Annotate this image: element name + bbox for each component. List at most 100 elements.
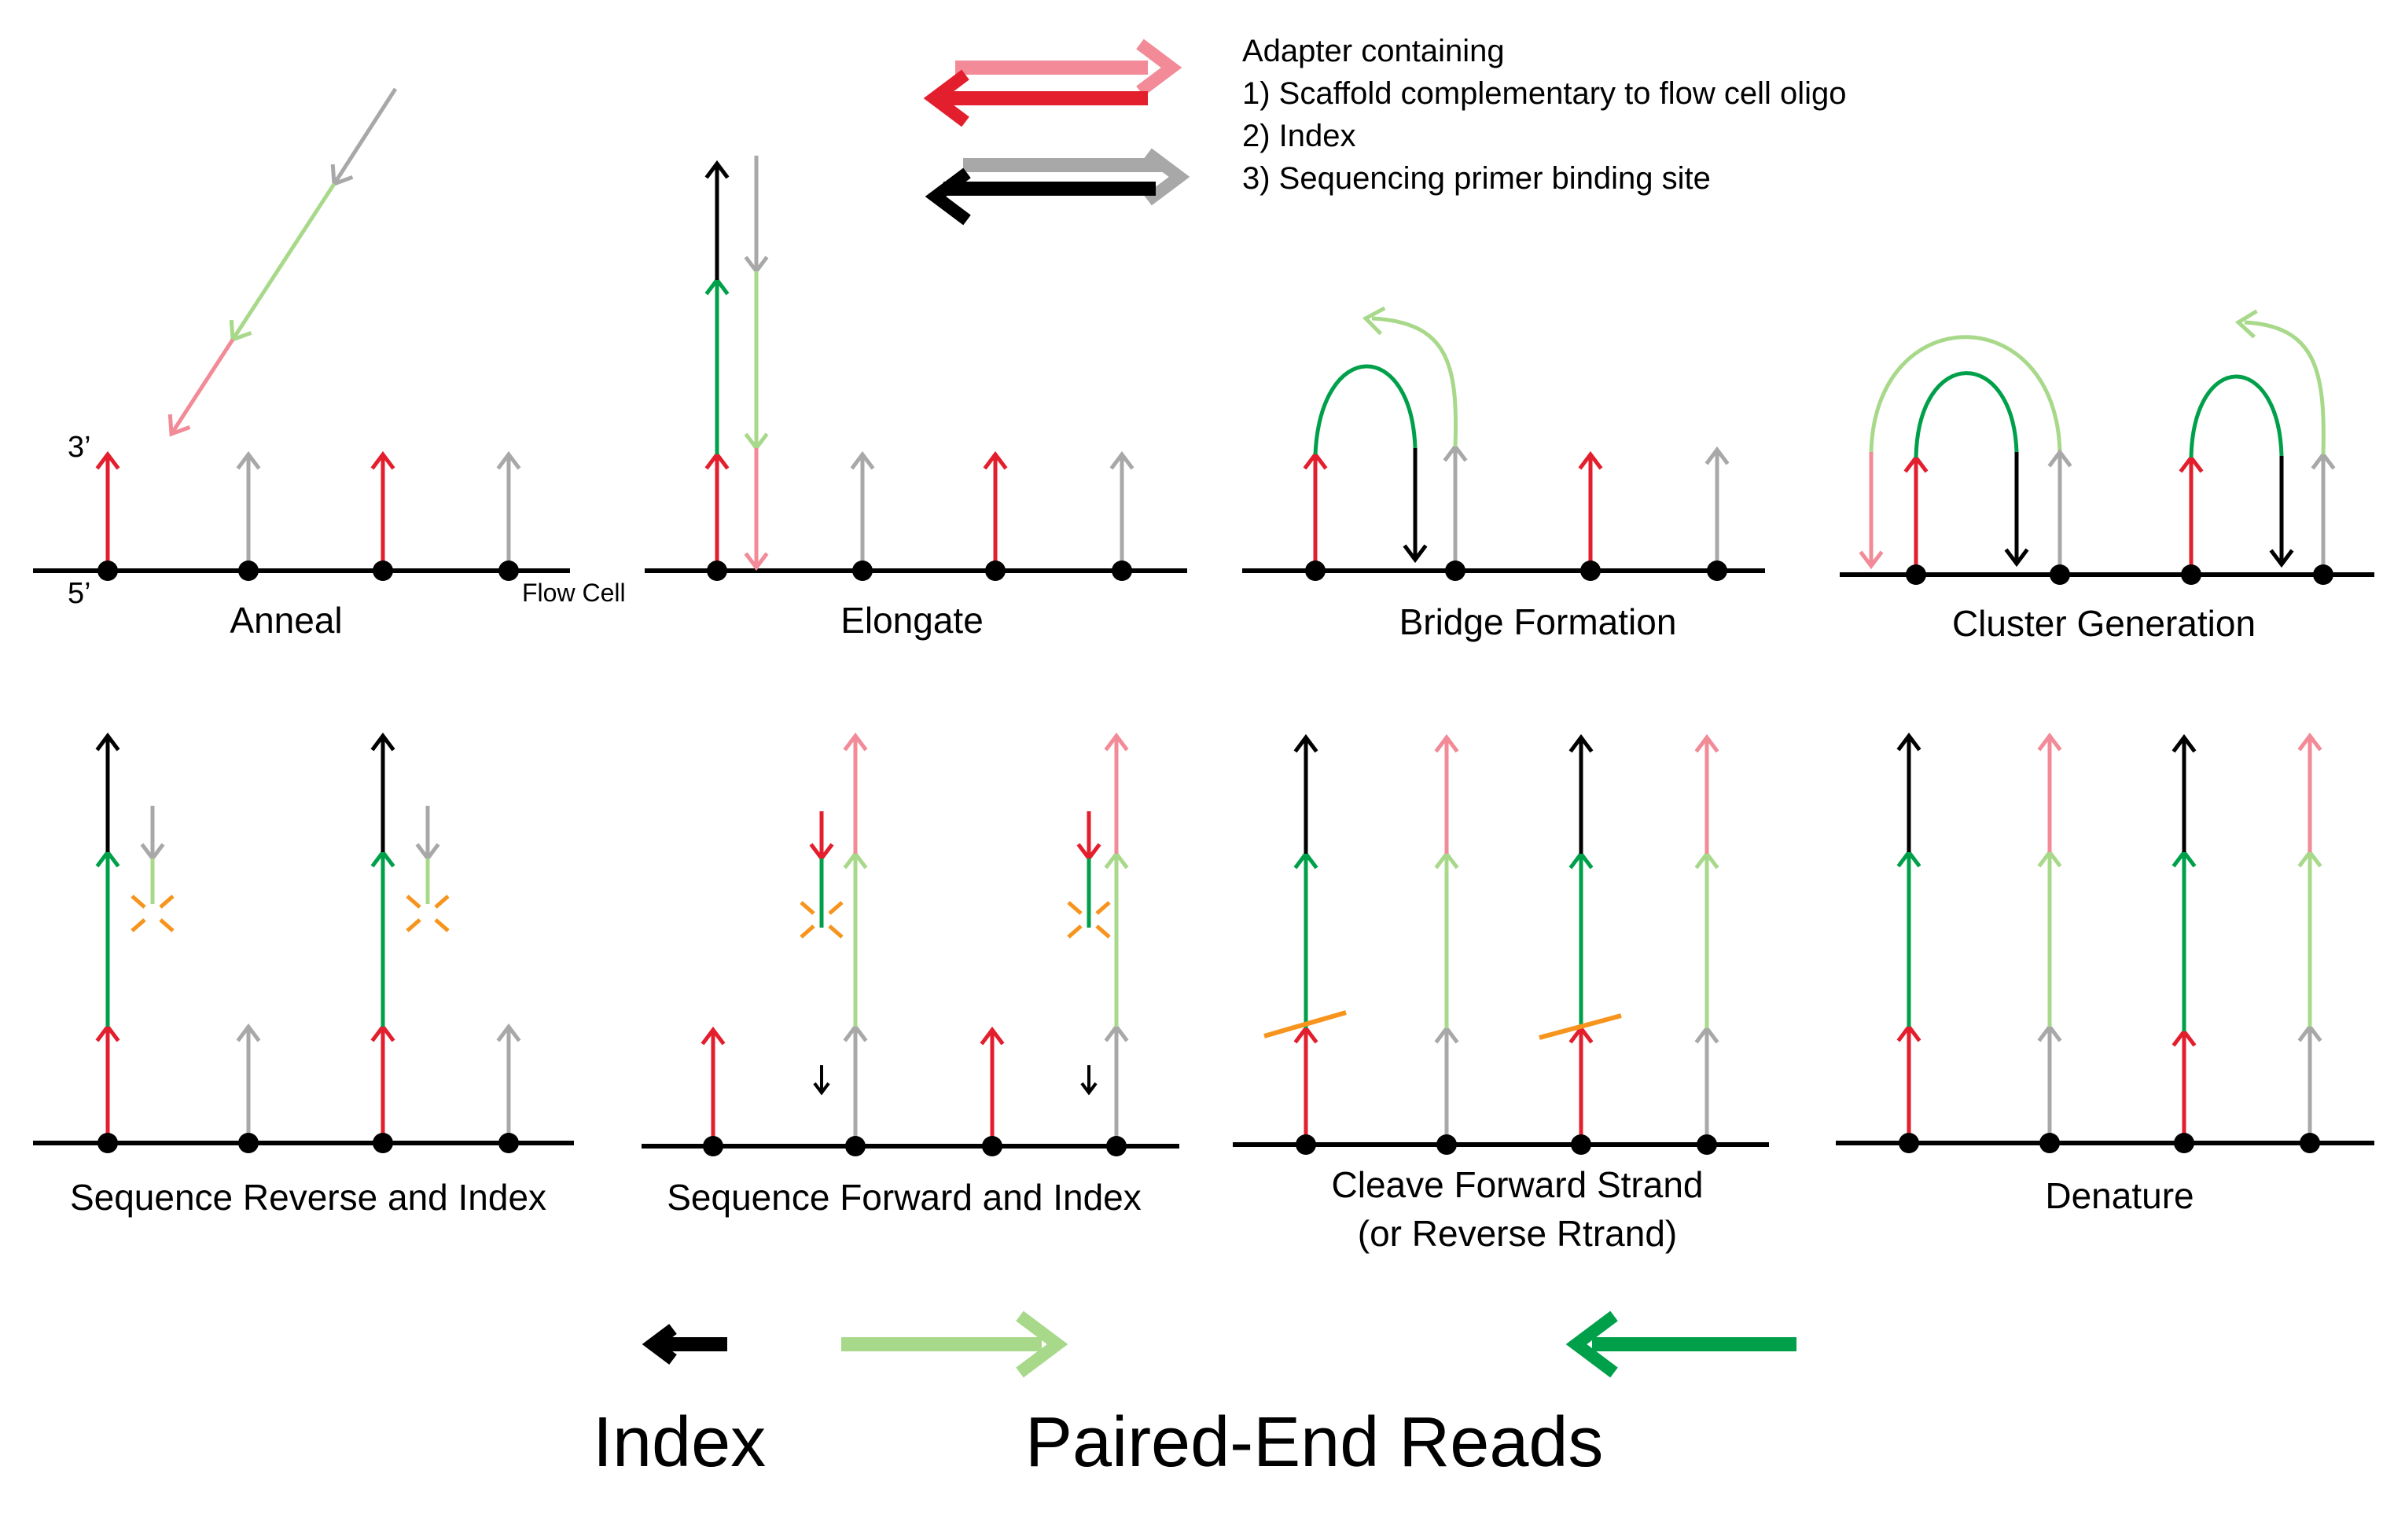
seqrev-oligo-2-segment-1-head — [236, 1023, 261, 1042]
seqfwd-anchor-dot-2 — [845, 1136, 866, 1156]
step-label-cleave-forward-strand: Cleave Forward Strand (or Reverse Rtrand… — [1332, 1160, 1704, 1258]
seqfwd-stop-mark-2-b — [828, 924, 844, 939]
index-legend-label: Index — [593, 1403, 767, 1482]
bridge-anchor-dot-3 — [1580, 561, 1601, 581]
cleave-strand-2-segment-3-head — [1434, 733, 1459, 753]
elongate-anchor-dot-3 — [985, 561, 1006, 581]
seqrev-strand-1-segment-3-head — [95, 732, 120, 752]
cluster-grey-up-1-segment-1-head — [2047, 448, 2072, 468]
seqfwd-stop-mark-2-c — [828, 901, 844, 915]
cleave-strand-4-segment-3-head — [1694, 733, 1719, 753]
seqrev-stop-mark-3-a — [406, 895, 421, 909]
bridge-light-green-arc — [1371, 316, 1458, 447]
cluster-pink-down-segment-1-head — [1859, 550, 1884, 570]
bridge-black-down-segment-1-head — [1403, 544, 1428, 564]
seqfwd-strand-2-segment-3-head — [843, 732, 868, 752]
step-label-bridge-formation: Bridge Formation — [1399, 601, 1677, 642]
seqrev-anchor-dot-2 — [238, 1133, 259, 1153]
denature-anchor-dot-3 — [2174, 1133, 2194, 1153]
anneal-anchor-dot-1 — [97, 561, 118, 581]
denature-strand-4-segment-3-head — [2297, 732, 2322, 752]
seqrev-stop-mark-1-b — [159, 918, 175, 932]
bridge-oligo-4-segment-1-head — [1704, 446, 1730, 465]
elongate-anchor-dot-4 — [1112, 561, 1132, 581]
bridge-anchor-dot-1 — [1305, 561, 1326, 581]
anneal-fragment-grey — [332, 87, 398, 186]
elongate-template-strand-segment-3-head — [744, 552, 769, 572]
anneal-oligo-1-segment-1-head — [95, 450, 120, 470]
seqfwd-stop-mark-2-a — [800, 901, 815, 915]
cluster-light-green-arc-2 — [2244, 320, 2326, 455]
seqfwd-oligo-3-segment-1-head — [980, 1026, 1005, 1046]
denature-strand-1-segment-3-head — [1896, 732, 1921, 752]
flow-cell-label: Flow Cell — [522, 579, 626, 607]
cleave-strand-1-segment-3-head — [1293, 733, 1318, 753]
cleave-anchor-dot-4 — [1697, 1134, 1717, 1155]
seqrev-anchor-dot-4 — [498, 1133, 519, 1153]
cleave-label-line-2: (or Reverse Rtrand) — [1357, 1213, 1678, 1254]
cleave-label-line-1: Cleave Forward Strand — [1331, 1164, 1704, 1205]
seqrev-stop-mark-1-a — [131, 895, 146, 909]
anneal-oligo-4-segment-1-head — [496, 450, 521, 470]
seqfwd-oligo-1-segment-1-head — [701, 1026, 726, 1046]
cluster-dark-green-arc-2 — [2189, 374, 2284, 458]
bridge-light-green-arc-head — [1362, 306, 1386, 336]
denature-anchor-dot-1 — [1899, 1133, 1919, 1153]
bridge-dark-green-arc — [1313, 364, 1418, 455]
elongate-anchor-dot-1 — [707, 561, 727, 581]
elongate-oligo-2-segment-1-head — [850, 450, 875, 470]
adapter-grey-arrow-head — [1144, 148, 1190, 206]
cleave-cut-mark-1 — [1263, 1010, 1347, 1038]
seqrev-stop-mark-3-b — [434, 918, 450, 932]
bridge-anchor-dot-2 — [1445, 561, 1465, 581]
seqrev-stop-mark-3-d — [406, 918, 421, 932]
anneal-anchor-dot-3 — [373, 561, 393, 581]
cluster-anchor-dot-1 — [1906, 564, 1926, 585]
anneal-fragment-green — [230, 182, 336, 341]
seqfwd-anchor-dot-3 — [982, 1136, 1002, 1156]
forward-read-legend-arrow-head — [1016, 1310, 1068, 1378]
adapter-legend-item-2: 2) Index — [1242, 119, 1356, 153]
cluster-light-green-arc-2-head — [2234, 309, 2258, 339]
seqrev-stop-mark-3-c — [434, 895, 450, 909]
step-label-denature: Denature — [2045, 1175, 2194, 1216]
seqfwd-anchor-dot-4 — [1106, 1136, 1127, 1156]
anneal-oligo-2-segment-1-head — [236, 450, 261, 470]
seqfwd-index-arrow-2-head — [813, 1082, 830, 1096]
anneal-oligo-3-segment-1-head — [370, 450, 395, 470]
seqrev-stop-mark-1-d — [131, 918, 146, 932]
seqfwd-stop-mark-4-c — [1095, 901, 1111, 915]
denature-anchor-dot-2 — [2039, 1133, 2060, 1153]
cleave-anchor-dot-1 — [1296, 1134, 1316, 1155]
seqrev-anchor-dot-1 — [97, 1133, 118, 1153]
cluster-outer-light-arc — [1869, 335, 2062, 453]
seqrev-oligo-4-segment-1-head — [496, 1023, 521, 1042]
adapter-legend-item-3: 3) Sequencing primer binding site — [1242, 161, 1711, 196]
elongate-oligo-4-segment-1-head — [1109, 450, 1134, 470]
five-prime-label: 5’ — [68, 577, 91, 610]
seqfwd-stop-mark-2-d — [800, 924, 815, 939]
adapter-legend-item-1: 1) Scaffold complementary to flow cell o… — [1242, 76, 1847, 111]
anneal-fragment-pink — [169, 338, 235, 436]
index-legend-arrow-head — [642, 1324, 677, 1365]
cleave-cut-mark-3 — [1539, 1013, 1622, 1040]
seqfwd-anchor-dot-1 — [703, 1136, 723, 1156]
adapter-pink-arrow-head — [1136, 39, 1182, 97]
denature-strand-2-segment-3-head — [2037, 732, 2062, 752]
denature-strand-3-segment-3-head — [2171, 733, 2197, 753]
cluster-anchor-dot-3 — [2181, 564, 2201, 585]
cluster-dark-green-arc-1 — [1914, 371, 2019, 458]
three-prime-label: 3’ — [68, 431, 91, 464]
cleave-anchor-dot-3 — [1571, 1134, 1591, 1155]
anneal-fragment-pink-head — [167, 413, 191, 437]
cluster-black-down-1-segment-1-head — [2004, 548, 2029, 568]
elongate-new-strand-segment-3-head — [704, 160, 730, 179]
adapter-red-arrow-head — [923, 69, 969, 127]
elongate-oligo-3-segment-1-head — [983, 450, 1008, 470]
cleave-anchor-dot-2 — [1436, 1134, 1457, 1155]
paired-end-reads-legend-label: Paired-End Reads — [1025, 1403, 1604, 1482]
step-label-cluster-generation: Cluster Generation — [1951, 603, 2256, 644]
seqrev-stop-mark-1-c — [159, 895, 175, 909]
seqfwd-index-arrow-4-head — [1080, 1082, 1098, 1096]
anneal-anchor-dot-4 — [498, 561, 519, 581]
